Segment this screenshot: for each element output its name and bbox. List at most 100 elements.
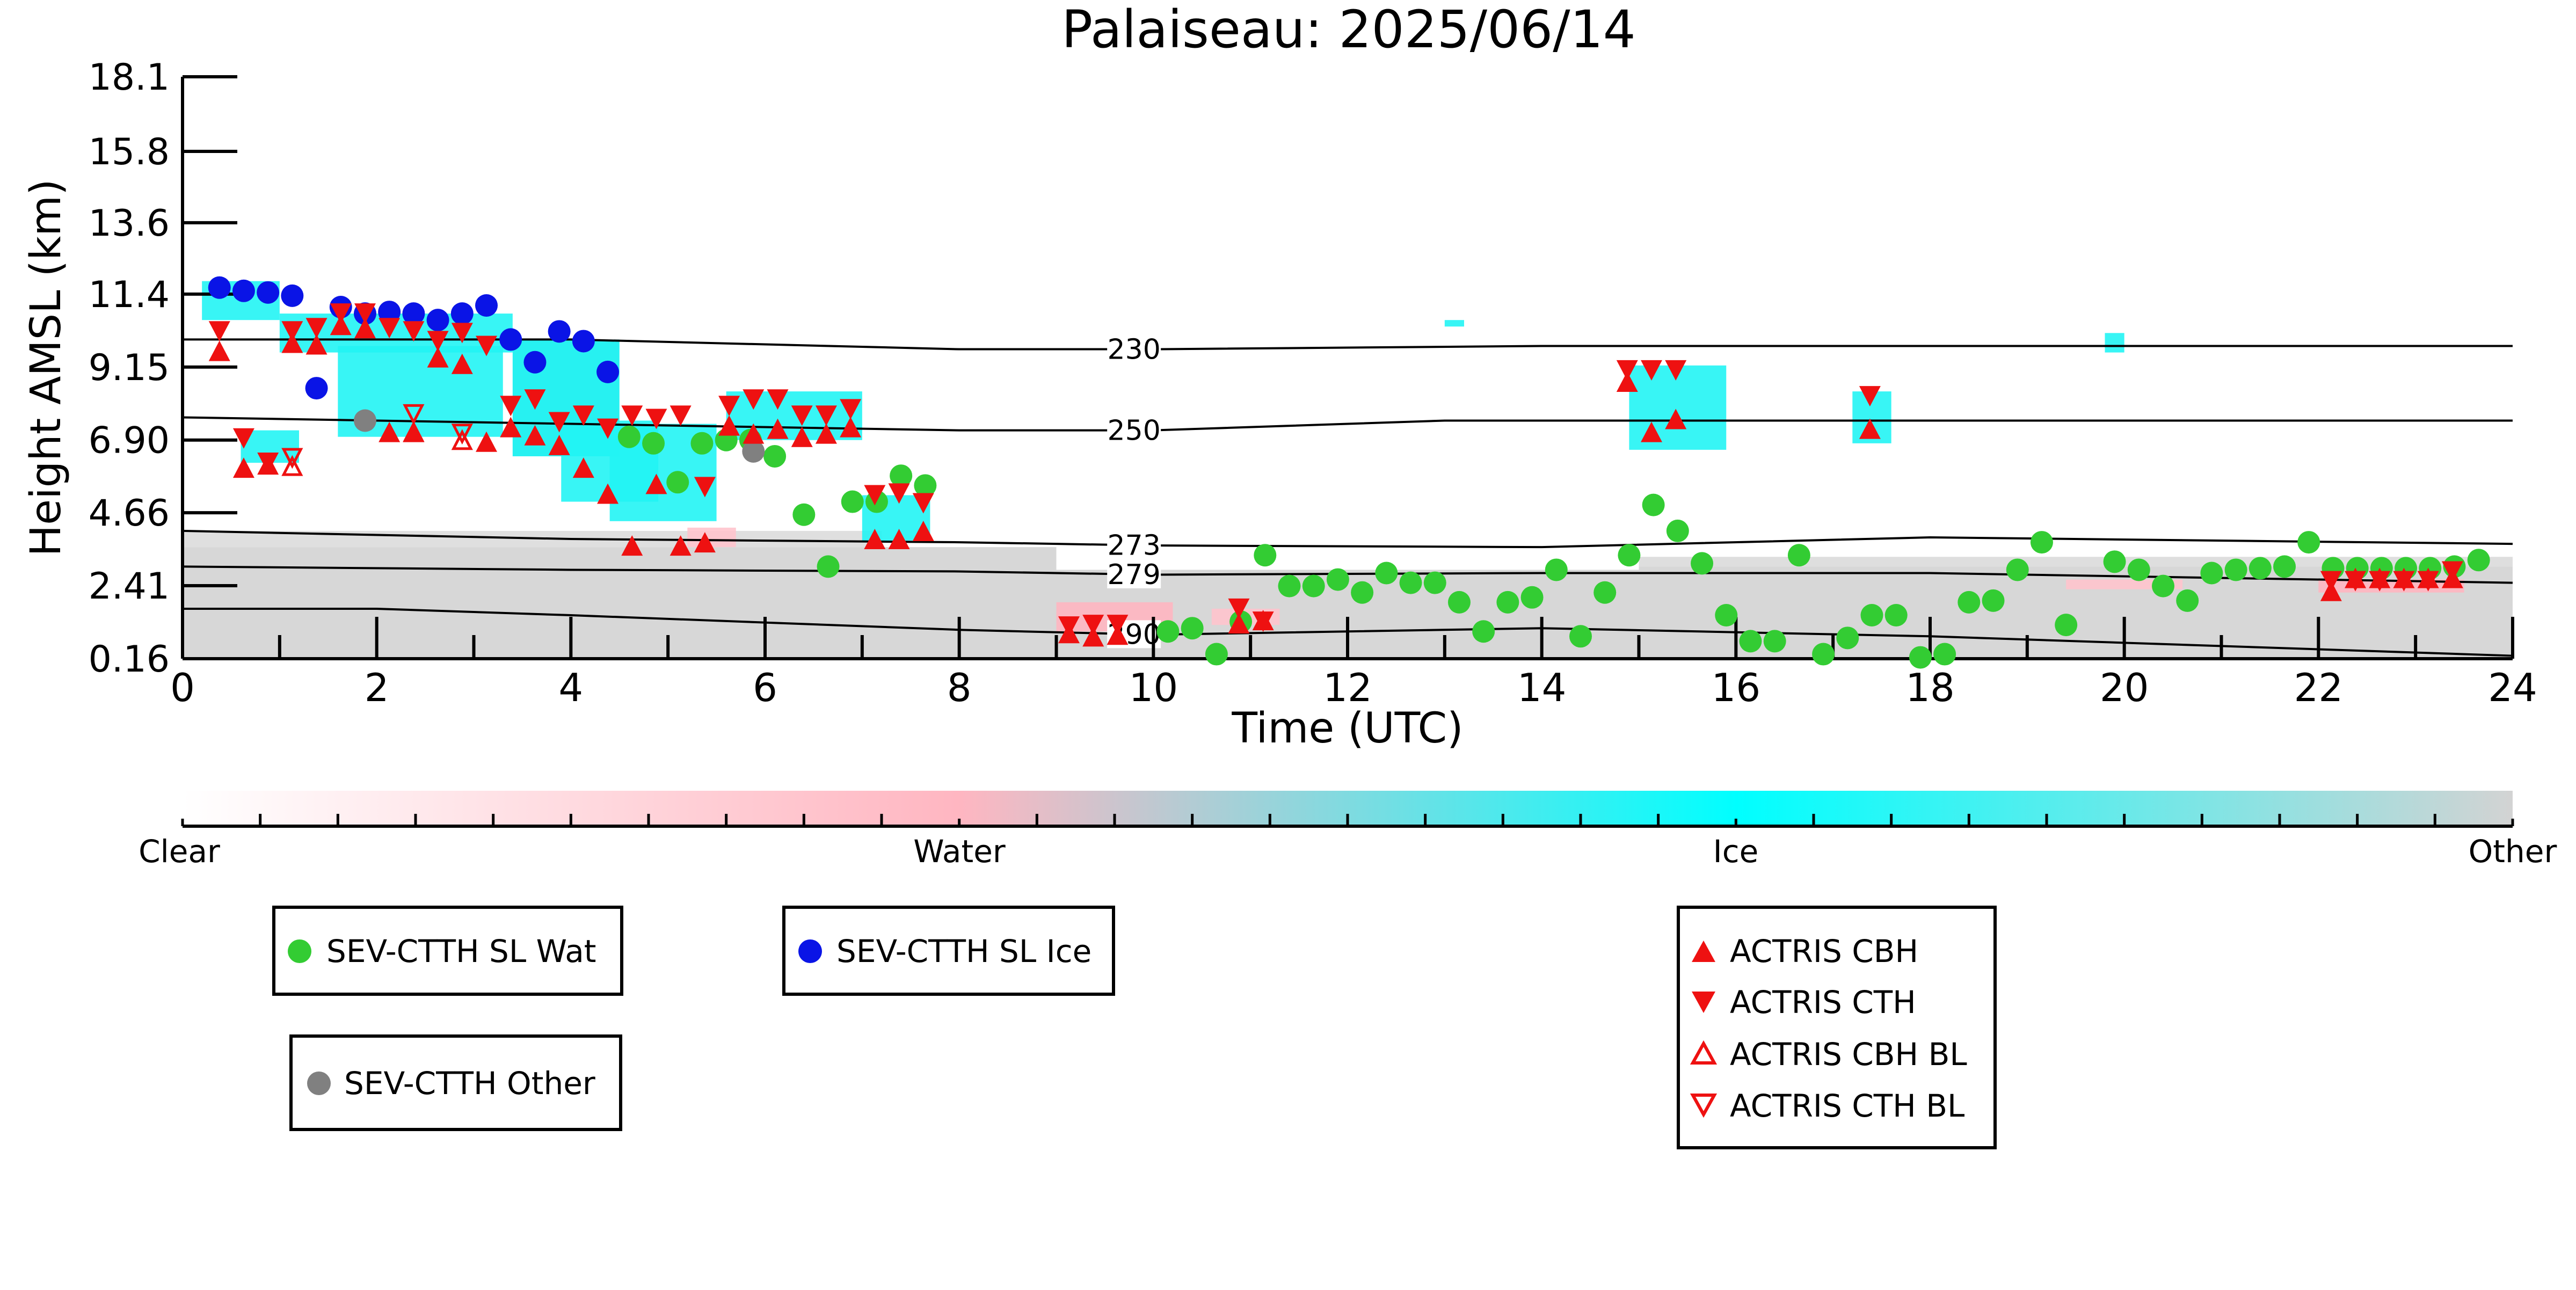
data-point-series-4 <box>864 485 886 506</box>
x-tick-label: 8 <box>947 665 972 710</box>
data-point-series-0 <box>1302 574 1325 597</box>
data-point-series-4 <box>767 389 789 410</box>
data-point-series-3 <box>572 457 594 478</box>
data-point-series-3 <box>767 418 789 439</box>
data-point-series-3 <box>1641 421 1663 442</box>
isotherm-label-279: 279 <box>1108 559 1161 591</box>
data-point-series-0 <box>890 464 913 487</box>
data-point-series-0 <box>792 503 816 526</box>
data-point-series-3 <box>305 334 328 355</box>
data-point-series-0 <box>1666 519 1689 542</box>
data-point-series-2 <box>742 440 765 463</box>
y-tick-label: 6.90 <box>89 420 170 462</box>
data-point-series-0 <box>1642 493 1665 516</box>
data-point-series-1 <box>426 309 449 332</box>
data-point-series-4 <box>379 318 401 339</box>
data-point-series-1 <box>548 320 571 343</box>
x-axis-label: Time (UTC) <box>1231 704 1463 753</box>
data-point-series-4 <box>548 412 570 433</box>
data-point-series-0 <box>666 471 689 494</box>
data-point-series-0 <box>1496 591 1519 614</box>
y-axis-label: Height AMSL (km) <box>22 179 70 556</box>
data-point-series-0 <box>690 432 714 455</box>
data-point-series-1 <box>499 328 522 351</box>
data-point-series-0 <box>1836 626 1859 650</box>
data-point-series-3 <box>791 426 813 447</box>
isotherm-label-230: 230 <box>1108 334 1161 366</box>
data-point-series-6 <box>403 404 425 425</box>
legend-marker-actris-cth <box>1692 992 1715 1013</box>
data-point-series-0 <box>2176 589 2199 612</box>
data-point-series-0 <box>642 432 665 455</box>
data-point-series-4 <box>912 493 934 514</box>
data-point-series-1 <box>475 294 498 317</box>
data-point-series-0 <box>817 555 840 578</box>
legend-box-sev-wat: SEV-CTTH SL Wat <box>272 906 623 996</box>
data-point-series-4 <box>597 418 619 439</box>
data-point-series-0 <box>1326 568 1349 591</box>
data-point-series-0 <box>2200 562 2223 585</box>
data-point-series-4 <box>718 396 740 417</box>
data-point-series-0 <box>763 444 787 468</box>
data-point-series-3 <box>330 315 352 336</box>
data-point-series-0 <box>1399 571 1422 594</box>
data-point-series-4 <box>2393 571 2415 592</box>
x-tick-label: 22 <box>2294 665 2344 710</box>
legends: SEV-CTTH SL Wat SEV-CTTH SL Ice SEV-CTTH… <box>272 906 1997 1149</box>
data-point-series-4 <box>791 405 813 426</box>
legend-box-sev-ice: SEV-CTTH SL Ice <box>782 906 1115 996</box>
data-point-series-3 <box>548 434 570 455</box>
data-point-series-0 <box>914 474 937 497</box>
legend-label-sev-ice: SEV-CTTH SL Ice <box>836 933 1091 970</box>
data-point-series-1 <box>208 276 231 299</box>
data-point-series-4 <box>2417 571 2439 592</box>
data-point-series-0 <box>2273 555 2296 578</box>
x-tick-label: 16 <box>1712 665 1761 710</box>
data-point-series-0 <box>2467 549 2490 572</box>
data-point-series-3 <box>379 421 401 442</box>
data-point-series-3 <box>1228 613 1250 634</box>
data-point-series-0 <box>1254 544 1277 567</box>
legend-marker-actris-cth-bl <box>1690 1094 1718 1118</box>
data-point-series-6 <box>281 448 303 469</box>
data-point-series-4 <box>2369 571 2391 592</box>
data-point-series-3 <box>621 535 643 556</box>
data-point-series-0 <box>2297 531 2320 554</box>
cloud-mask-field <box>183 281 2513 659</box>
data-point-series-1 <box>402 302 425 325</box>
data-point-series-0 <box>1812 643 1835 666</box>
data-point-series-4 <box>1665 360 1687 381</box>
legend-marker-sev-ice <box>798 939 822 963</box>
data-point-series-4 <box>1107 615 1129 636</box>
data-point-series-0 <box>1763 630 1786 653</box>
data-point-series-3 <box>815 423 837 444</box>
data-point-series-3 <box>427 347 449 368</box>
data-point-series-0 <box>1691 552 1714 575</box>
x-tick-label: 14 <box>1517 665 1567 710</box>
data-point-series-0 <box>1739 630 1762 653</box>
data-point-series-6 <box>451 424 473 445</box>
data-point-series-0 <box>1351 581 1374 604</box>
data-point-series-4 <box>403 321 425 342</box>
data-point-series-3 <box>645 473 667 494</box>
data-point-series-4 <box>257 453 279 473</box>
x-tick-label: 20 <box>2100 665 2149 710</box>
data-point-series-3 <box>743 423 765 444</box>
legend-marker-actris-cbh-bl <box>1690 1040 1718 1065</box>
data-point-series-4 <box>1082 615 1104 636</box>
y-tick-label: 2.41 <box>89 565 170 608</box>
legend-label-actris-cbh-bl: ACTRIS CBH BL <box>1730 1036 1967 1073</box>
data-point-series-0 <box>1472 620 1495 643</box>
x-tick-label: 0 <box>170 665 195 710</box>
legend-label-sev-wat: SEV-CTTH SL Wat <box>326 933 596 970</box>
data-point-series-4 <box>743 389 765 410</box>
data-point-series-0 <box>1205 643 1228 666</box>
data-point-series-0 <box>1884 604 1908 627</box>
y-tick-label: 4.66 <box>89 492 170 535</box>
data-point-series-4 <box>1641 360 1663 381</box>
y-tick-label: 11.4 <box>89 274 170 316</box>
data-point-series-4 <box>572 405 594 426</box>
data-point-series-0 <box>1982 589 2005 612</box>
y-tick-label: 13.6 <box>89 202 170 245</box>
legend-marker-sev-other <box>307 1072 331 1095</box>
